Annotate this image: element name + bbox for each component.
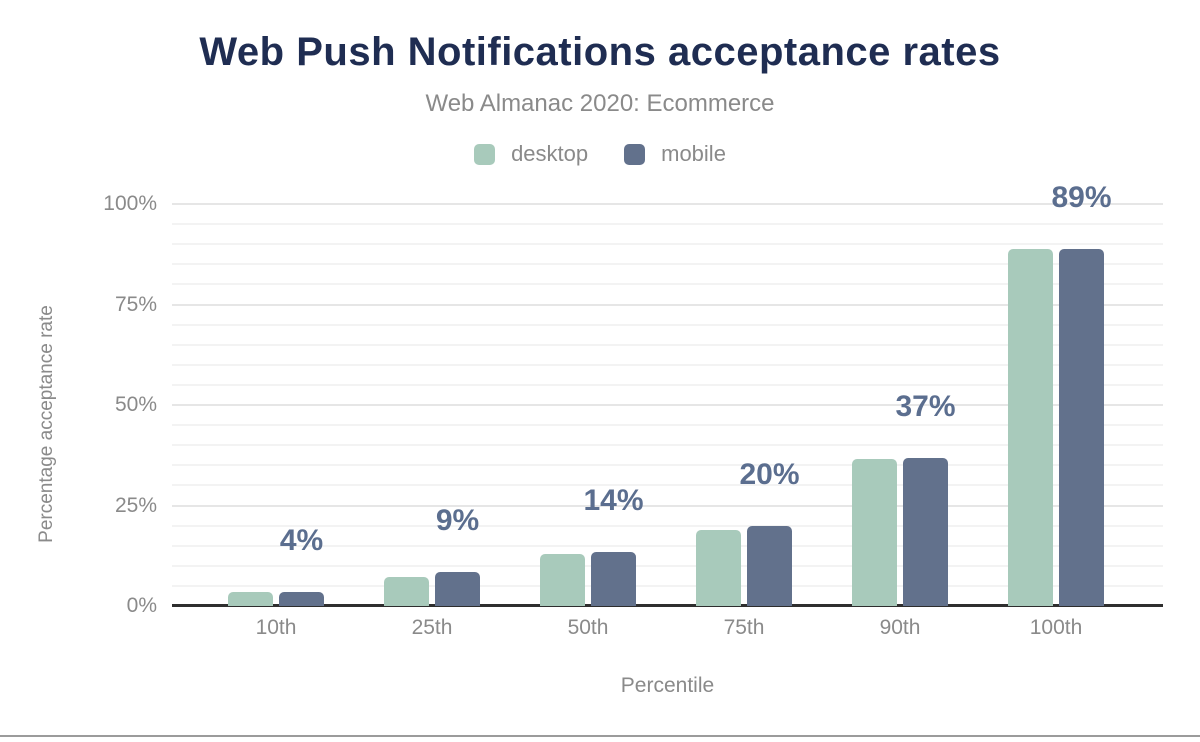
mobile-swatch-icon	[624, 143, 646, 165]
minor-gridline	[172, 484, 1163, 487]
bar-desktop-90th[interactable]	[852, 459, 897, 606]
y-tick-label: 0%	[126, 594, 157, 617]
minor-gridline	[172, 544, 1163, 547]
bar-desktop-10th[interactable]	[228, 591, 273, 606]
minor-gridline	[172, 263, 1163, 266]
minor-gridline	[172, 343, 1163, 346]
minor-gridline	[172, 444, 1163, 447]
y-tick-label: 75%	[114, 292, 157, 316]
minor-gridline	[172, 464, 1163, 467]
minor-gridline	[172, 424, 1163, 427]
bar-value-label: 89%	[1051, 180, 1112, 214]
chart-subtitle: Web Almanac 2020: Ecommerce	[425, 90, 775, 117]
bar-mobile-10th[interactable]	[279, 591, 324, 606]
bar-mobile-25th[interactable]	[435, 571, 480, 606]
minor-gridline	[172, 524, 1163, 527]
major-gridline	[172, 504, 1163, 507]
minor-gridline	[172, 383, 1163, 386]
minor-gridline	[172, 323, 1163, 326]
bar-desktop-50th[interactable]	[540, 553, 585, 606]
legend-item-desktop[interactable]: desktop	[474, 141, 588, 167]
minor-gridline	[172, 283, 1163, 286]
minor-gridline	[172, 363, 1163, 366]
minor-gridline	[172, 564, 1163, 567]
x-tick-label: 100th	[1029, 616, 1083, 639]
bar-value-label: 37%	[895, 390, 956, 424]
bar-value-label: 4%	[279, 523, 324, 557]
x-tick-label: 50th	[567, 616, 609, 639]
minor-gridline	[172, 584, 1163, 587]
desktop-swatch-icon	[474, 143, 496, 165]
bar-mobile-75th[interactable]	[747, 526, 792, 606]
bar-value-label: 9%	[435, 503, 480, 537]
bar-desktop-75th[interactable]	[696, 529, 741, 606]
x-tick-label: 25th	[411, 616, 453, 639]
legend-item-mobile[interactable]: mobile	[624, 141, 726, 167]
y-tick-label: 25%	[114, 493, 157, 517]
bar-value-label: 20%	[739, 458, 800, 492]
y-tick-label: 100%	[103, 192, 157, 215]
legend: desktop mobile	[0, 141, 1200, 167]
bar-value-label: 14%	[583, 483, 644, 517]
minor-gridline	[172, 243, 1163, 246]
major-gridline	[172, 303, 1163, 306]
bar-mobile-100th[interactable]	[1059, 248, 1104, 606]
x-tick-label: 75th	[723, 616, 765, 639]
legend-label-mobile: mobile	[661, 141, 726, 166]
chart-title: Web Push Notifications acceptance rates	[199, 30, 1001, 74]
major-gridline	[172, 203, 1163, 205]
minor-gridline	[172, 223, 1163, 226]
y-tick-label: 50%	[114, 393, 157, 416]
bar-desktop-25th[interactable]	[384, 576, 429, 606]
bar-mobile-90th[interactable]	[903, 458, 948, 606]
plot-area: 4% 10th 9% 25th 14% 50th 20% 75th 37% 90th 89% 100t…	[172, 181, 1163, 639]
x-axis-line	[172, 604, 1163, 607]
x-tick-label: 10th	[255, 616, 297, 639]
legend-label-desktop: desktop	[511, 141, 589, 166]
bar-mobile-50th[interactable]	[591, 551, 636, 606]
screenshot-bottom-border	[0, 735, 1200, 737]
major-gridline	[172, 404, 1163, 406]
bar-desktop-100th[interactable]	[1008, 249, 1053, 606]
x-axis-title: Percentile	[620, 674, 715, 697]
x-tick-label: 90th	[879, 616, 921, 639]
